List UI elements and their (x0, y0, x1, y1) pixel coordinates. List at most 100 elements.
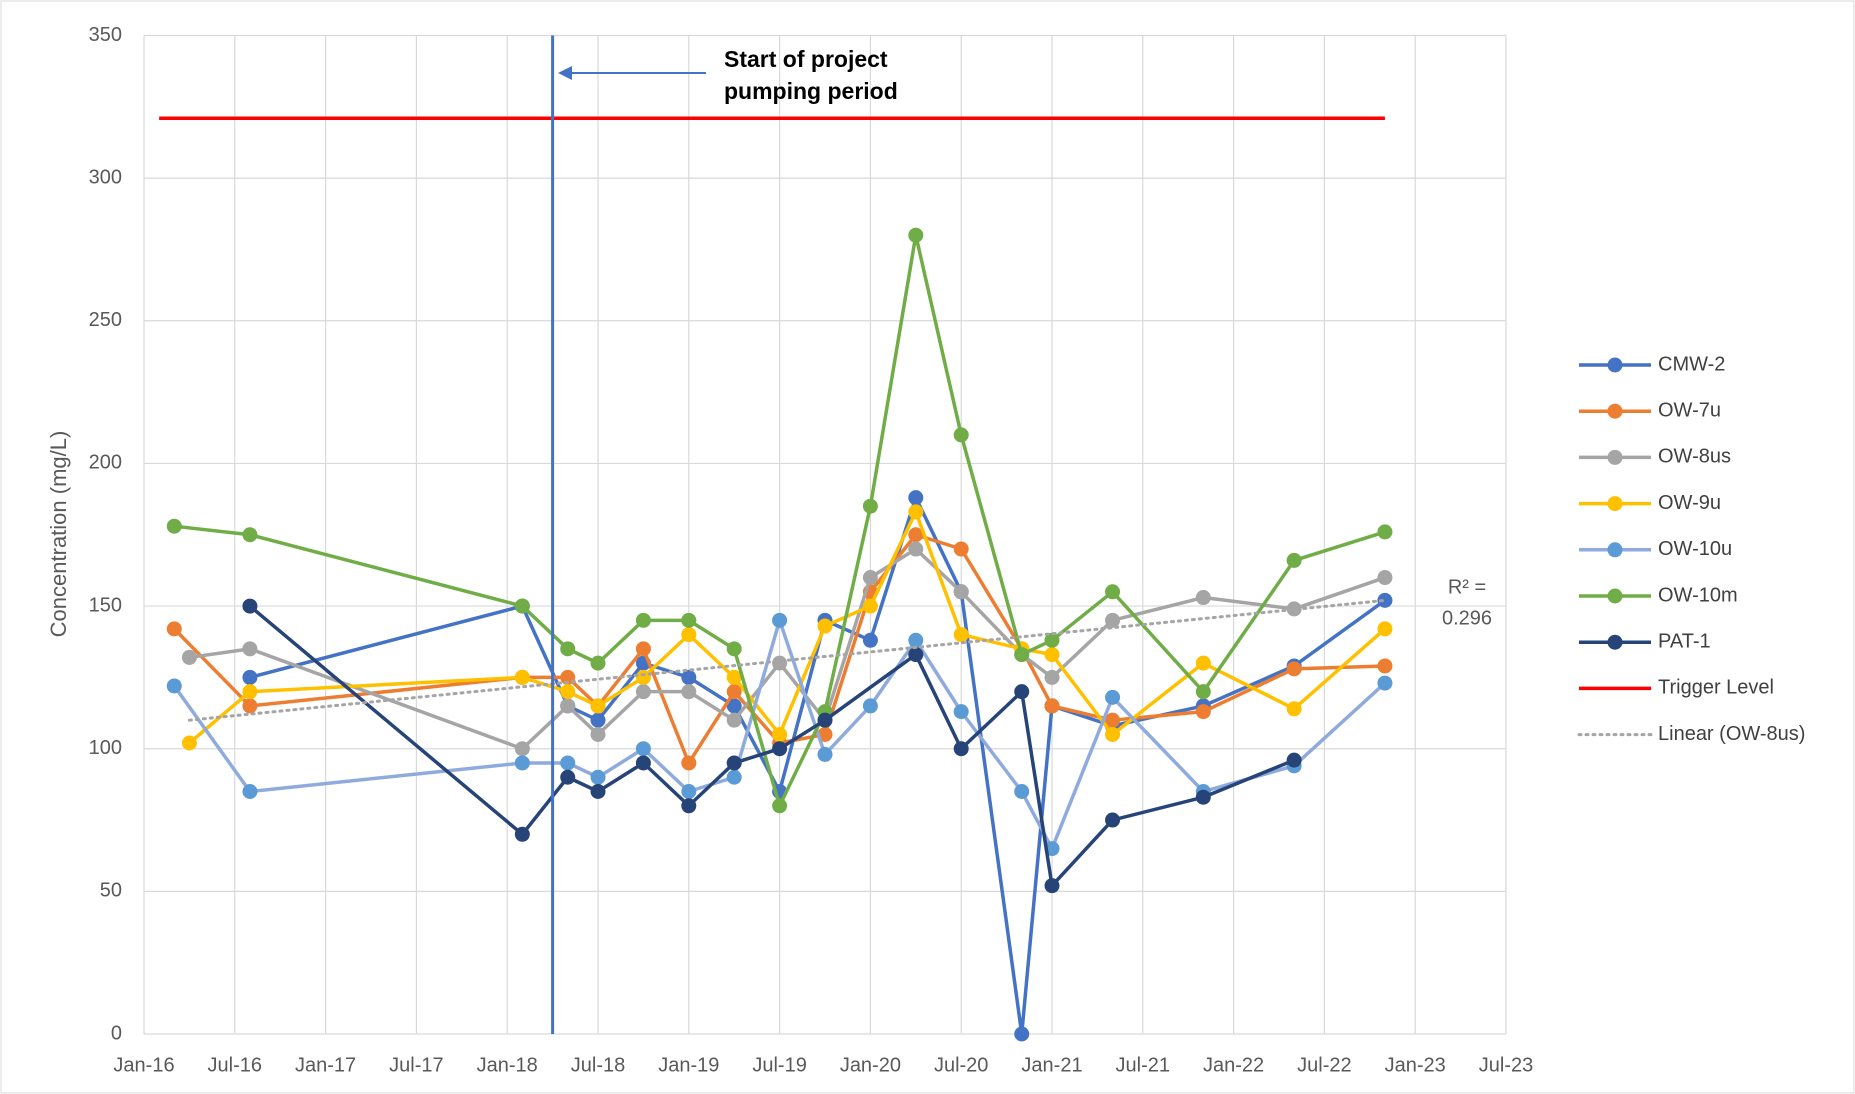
legend-label: OW-10m (1658, 584, 1738, 606)
data-point (817, 746, 833, 762)
data-point (908, 632, 924, 648)
data-point (726, 712, 742, 728)
data-point (590, 784, 606, 800)
legend-label: OW-7u (1658, 399, 1721, 421)
data-point (1044, 698, 1060, 714)
data-point (908, 647, 924, 663)
legend-label: OW-10u (1658, 538, 1732, 560)
legend-label: PAT-1 (1658, 630, 1711, 652)
data-point (1377, 621, 1393, 637)
data-point (726, 698, 742, 714)
y-tick-label: 0 (111, 1022, 122, 1044)
data-point (817, 712, 833, 728)
data-point (242, 698, 258, 714)
x-tick-label: Jul-16 (208, 1054, 262, 1076)
data-point (953, 427, 969, 443)
data-point (1195, 789, 1211, 805)
data-point (1286, 661, 1302, 677)
data-point (908, 490, 924, 506)
data-point (1105, 726, 1121, 742)
x-tick-label: Jul-17 (389, 1054, 443, 1076)
data-point (514, 669, 530, 685)
legend-label: Trigger Level (1658, 677, 1774, 699)
data-point (726, 769, 742, 785)
data-point (560, 769, 576, 785)
data-point (953, 741, 969, 757)
data-point (635, 741, 651, 757)
data-point (635, 684, 651, 700)
x-tick-label: Jan-20 (840, 1054, 901, 1076)
data-point (1377, 570, 1393, 586)
legend-label: Linear (OW-8us) (1658, 723, 1805, 745)
data-point (1377, 658, 1393, 674)
data-point (1105, 812, 1121, 828)
y-axis-label: Concentration (mg/L) (46, 431, 71, 638)
data-point (862, 498, 878, 514)
data-point (1014, 647, 1030, 663)
r2-label: 0.296 (1442, 607, 1492, 629)
data-point (1377, 675, 1393, 691)
data-point (166, 518, 182, 534)
legend-marker (1607, 496, 1623, 512)
data-point (590, 655, 606, 671)
data-point (1286, 701, 1302, 717)
data-point (726, 669, 742, 685)
data-point (862, 632, 878, 648)
data-point (1105, 689, 1121, 705)
y-tick-label: 300 (89, 166, 122, 188)
data-point (635, 612, 651, 628)
data-point (908, 504, 924, 520)
x-tick-label: Jan-16 (113, 1054, 174, 1076)
data-point (681, 755, 697, 771)
data-point (1105, 584, 1121, 600)
y-tick-label: 100 (89, 737, 122, 759)
data-point (1195, 704, 1211, 720)
data-point (1286, 552, 1302, 568)
legend-label: OW-8us (1658, 446, 1731, 468)
data-point (681, 784, 697, 800)
data-point (242, 527, 258, 543)
data-point (726, 641, 742, 657)
data-point (1195, 590, 1211, 606)
data-point (1105, 712, 1121, 728)
data-point (1377, 592, 1393, 608)
data-point (1286, 752, 1302, 768)
data-point (590, 769, 606, 785)
data-point (1377, 524, 1393, 540)
data-point (242, 598, 258, 614)
x-tick-label: Jan-19 (658, 1054, 719, 1076)
data-point (635, 669, 651, 685)
data-point (560, 641, 576, 657)
data-point (1105, 612, 1121, 628)
legend-label: OW-9u (1658, 492, 1721, 514)
legend-marker (1607, 634, 1623, 650)
data-point (1195, 655, 1211, 671)
data-point (953, 627, 969, 643)
r2-label: R² = (1448, 576, 1486, 598)
data-point (681, 669, 697, 685)
data-point (681, 798, 697, 814)
y-tick-label: 200 (89, 452, 122, 474)
data-point (1044, 647, 1060, 663)
data-point (1044, 669, 1060, 685)
annotation-text: Start of project (724, 46, 888, 72)
data-point (242, 784, 258, 800)
data-point (166, 621, 182, 637)
x-tick-label: Jul-21 (1116, 1054, 1170, 1076)
x-tick-label: Jan-17 (295, 1054, 356, 1076)
x-tick-label: Jul-22 (1297, 1054, 1351, 1076)
data-point (726, 755, 742, 771)
data-point (1044, 632, 1060, 648)
data-point (772, 741, 788, 757)
legend-marker (1607, 449, 1623, 465)
data-point (1014, 1026, 1030, 1042)
y-tick-label: 250 (89, 309, 122, 331)
data-point (181, 649, 197, 665)
x-tick-label: Jan-21 (1021, 1054, 1082, 1076)
data-point (1014, 784, 1030, 800)
data-point (1286, 601, 1302, 617)
legend-marker (1607, 588, 1623, 604)
data-point (560, 684, 576, 700)
legend-marker (1607, 357, 1623, 373)
data-point (772, 798, 788, 814)
